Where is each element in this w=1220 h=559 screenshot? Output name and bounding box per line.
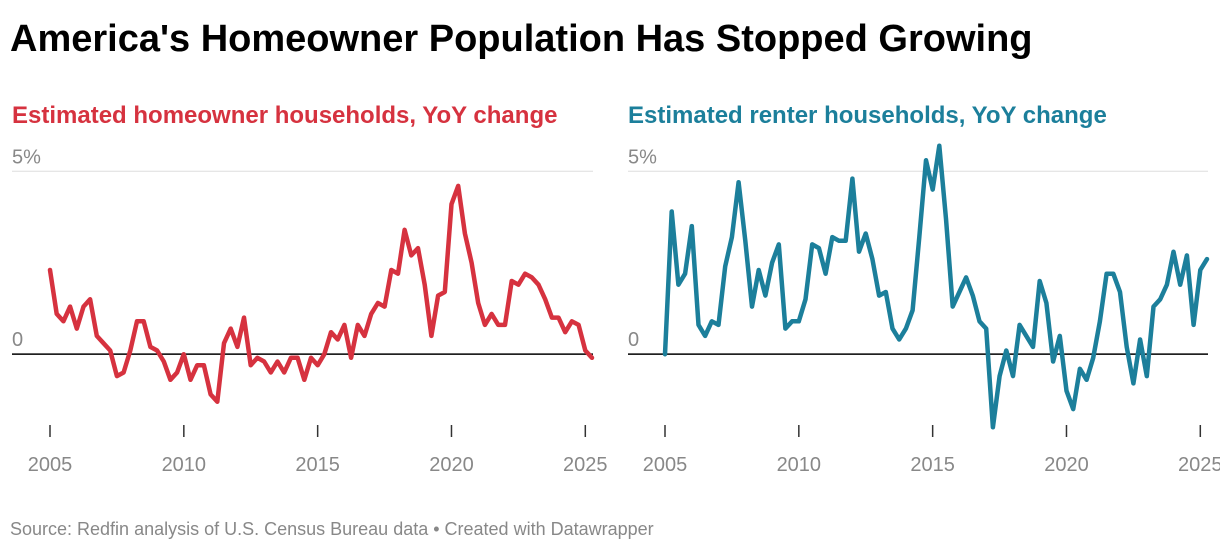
y-tick-label: 5% (12, 146, 41, 168)
panel-subtitle: Estimated renter households, YoY change (628, 102, 1107, 129)
panel-subtitle: Estimated homeowner households, YoY chan… (12, 102, 557, 129)
x-tick-label: 2020 (1044, 454, 1089, 476)
source-note: Source: Redfin analysis of U.S. Census B… (10, 519, 654, 539)
x-tick-label: 2005 (643, 454, 688, 476)
y-tick-label: 0 (12, 329, 23, 351)
page-title: America's Homeowner Population Has Stopp… (10, 18, 1033, 60)
data-line (662, 143, 1210, 430)
y-tick-label: 5% (628, 146, 657, 168)
x-tick-label: 2010 (777, 454, 822, 476)
x-tick-label: 2005 (28, 454, 73, 476)
x-tick-label: 2025 (1178, 454, 1220, 476)
x-tick-label: 2025 (563, 454, 608, 476)
x-tick-label: 2020 (429, 454, 474, 476)
data-line (47, 183, 595, 404)
x-tick-label: 2010 (162, 454, 207, 476)
y-tick-label: 0 (628, 329, 639, 351)
x-tick-label: 2015 (295, 454, 340, 476)
x-tick-label: 2015 (910, 454, 955, 476)
